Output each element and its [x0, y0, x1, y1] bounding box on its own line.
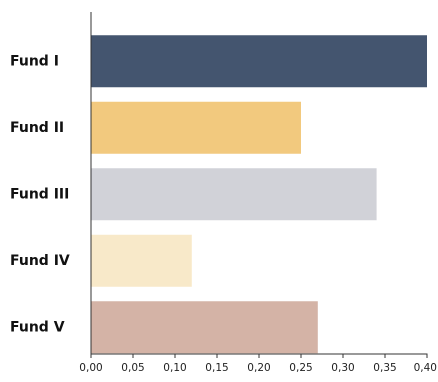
x-tick-label: 0,15	[205, 362, 228, 374]
category-label-fund-iii: Fund III	[10, 186, 69, 202]
bar-fund-iv	[91, 234, 192, 287]
x-tick-label: 0,10	[163, 362, 186, 374]
x-tick-label: 0,25	[289, 362, 312, 374]
x-tick-label: 0,30	[331, 362, 354, 374]
axes-layer: 0,00 0,05 0,10 0,15 0,20 0,25 0,30 0,35 0,40	[79, 12, 437, 374]
bar-fund-i	[91, 35, 427, 88]
bar-fund-v	[91, 301, 318, 354]
x-tick-label: 0,05	[121, 362, 144, 374]
x-tick-label: 0,20	[247, 362, 270, 374]
x-tick-label: 0,35	[373, 362, 396, 374]
bar-fund-iii	[91, 168, 377, 221]
x-tick-label: 0,40	[414, 362, 437, 374]
x-tick-label: 0,00	[79, 362, 102, 374]
category-labels-layer: Fund I Fund II Fund III Fund IV Fund V	[10, 53, 70, 335]
category-label-fund-ii: Fund II	[10, 120, 64, 136]
category-label-fund-iv: Fund IV	[10, 253, 70, 269]
bars-layer	[91, 35, 427, 354]
category-label-fund-v: Fund V	[10, 319, 65, 335]
bar-fund-ii	[91, 101, 301, 154]
category-label-fund-i: Fund I	[10, 53, 59, 69]
